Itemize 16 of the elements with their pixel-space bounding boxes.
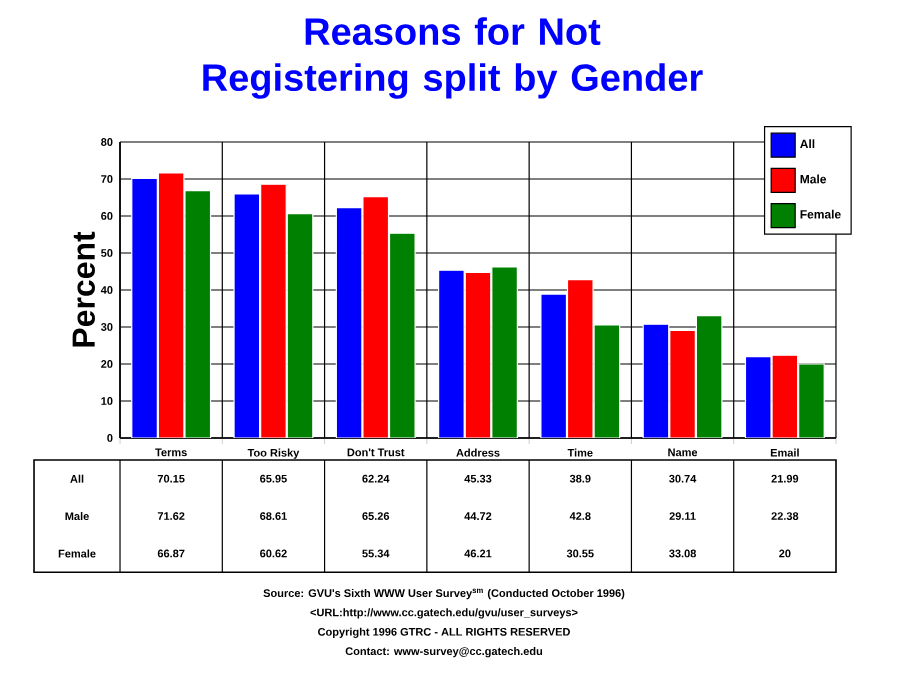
bar (362, 195, 390, 438)
bar (491, 266, 518, 438)
bar (593, 324, 621, 438)
bar (464, 271, 492, 438)
bar (695, 314, 723, 438)
bar (157, 172, 185, 438)
bar (388, 232, 416, 438)
bar (184, 189, 212, 438)
bar (798, 363, 825, 438)
bar (771, 354, 799, 438)
y-axis-title: Percent (72, 231, 95, 347)
bar (286, 213, 314, 438)
chart-title: Reasons for Not Registering split by Gender (203, 17, 703, 99)
bar (260, 183, 287, 438)
bar (669, 329, 696, 438)
bar (566, 279, 594, 438)
